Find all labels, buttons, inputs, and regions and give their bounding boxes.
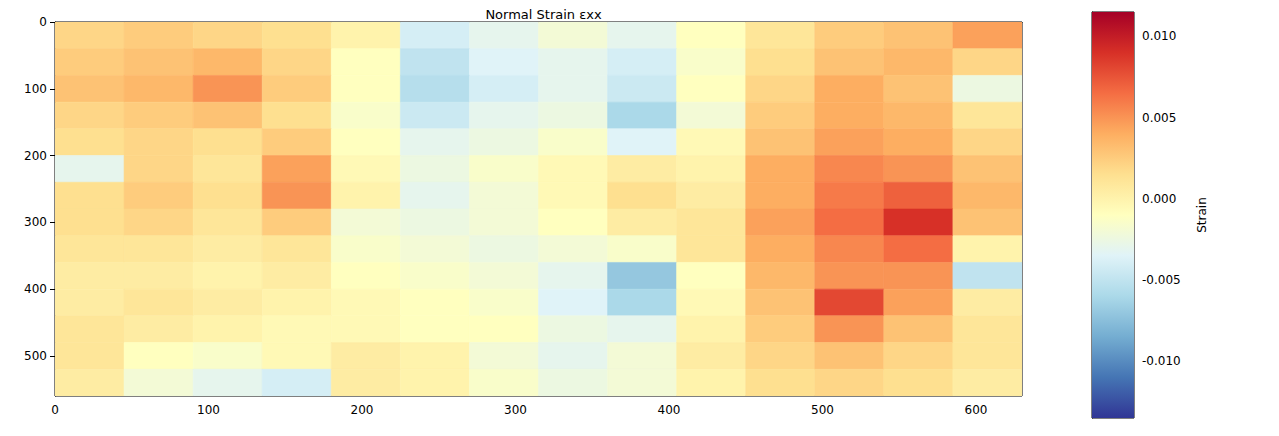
svg-text:-0.005: -0.005 — [1142, 273, 1181, 287]
svg-text:100: 100 — [197, 403, 220, 417]
svg-text:0.010: 0.010 — [1142, 29, 1176, 43]
svg-text:Strain: Strain — [1195, 197, 1209, 233]
svg-text:600: 600 — [964, 403, 987, 417]
svg-text:300: 300 — [504, 403, 527, 417]
svg-text:300: 300 — [24, 215, 47, 229]
svg-text:500: 500 — [811, 403, 834, 417]
svg-text:0.005: 0.005 — [1142, 111, 1176, 125]
svg-text:400: 400 — [658, 403, 681, 417]
svg-text:0: 0 — [51, 403, 59, 417]
svg-text:0.000: 0.000 — [1142, 192, 1176, 206]
svg-text:500: 500 — [24, 349, 47, 363]
svg-text:Normal Strain εxx: Normal Strain εxx — [485, 7, 602, 22]
svg-text:-0.010: -0.010 — [1142, 354, 1181, 368]
svg-text:100: 100 — [24, 82, 47, 96]
svg-text:200: 200 — [24, 149, 47, 163]
svg-text:200: 200 — [351, 403, 374, 417]
svg-text:400: 400 — [24, 282, 47, 296]
svg-text:0: 0 — [39, 15, 47, 29]
